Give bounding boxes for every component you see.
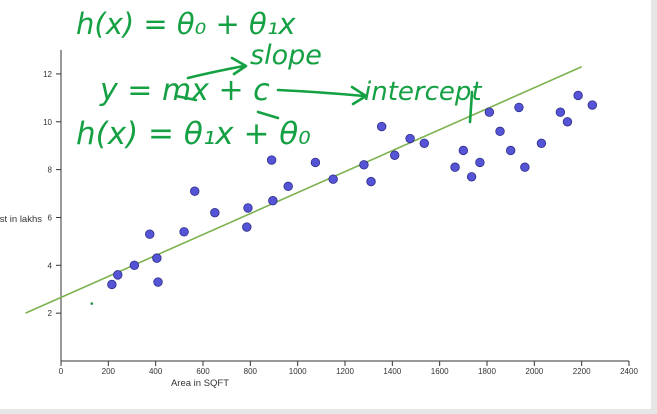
data-point xyxy=(283,181,293,192)
data-point xyxy=(153,277,163,287)
data-point xyxy=(328,174,338,184)
data-point xyxy=(419,138,429,149)
data-point xyxy=(466,172,477,182)
y-axis-label: Cost in lakhs xyxy=(0,214,42,225)
annotation-intercept: intercept xyxy=(364,77,482,107)
y-tick-label: 6 xyxy=(48,213,53,222)
data-point xyxy=(458,145,469,156)
handwritten-annotations: h(x) = θ₀ + θ₁x y = mx + c slope interce… xyxy=(76,7,482,152)
data-point xyxy=(376,121,387,132)
data-point xyxy=(555,107,566,117)
x-tick-label: 2200 xyxy=(573,367,591,376)
x-tick-label: 1600 xyxy=(431,367,449,376)
data-point xyxy=(505,145,516,156)
data-point xyxy=(573,90,583,101)
data-point xyxy=(107,279,117,290)
data-point xyxy=(536,138,547,149)
y-tick-label: 4 xyxy=(48,261,53,270)
x-tick-label: 1200 xyxy=(336,367,354,376)
axis-ticks: 0 200 400 600 800 1000 1200 1400 1600 1800 2000 220… xyxy=(43,70,638,376)
data-point xyxy=(475,157,485,168)
intercept-arrow xyxy=(276,85,368,106)
data-point xyxy=(190,186,200,196)
data-point xyxy=(587,100,598,110)
data-point xyxy=(390,150,400,160)
x-tick-label: 2000 xyxy=(525,367,543,376)
data-point xyxy=(366,176,376,187)
data-point xyxy=(495,126,505,137)
data-point xyxy=(562,117,573,127)
annotation-line-equation: y = mx + c xyxy=(99,73,270,108)
intercept-tick-mark xyxy=(468,90,474,124)
x-tick-label: 200 xyxy=(102,367,116,376)
data-point xyxy=(152,253,162,263)
data-point xyxy=(210,207,220,218)
window-edge-bottom xyxy=(0,409,657,414)
data-point xyxy=(266,155,277,165)
data-points xyxy=(90,90,598,305)
annotation-hypothesis: h(x) = θ₀ + θ₁x xyxy=(76,7,296,41)
annotation-slope: slope xyxy=(250,40,322,71)
x-tick-label: 1400 xyxy=(383,367,401,376)
x-tick-label: 600 xyxy=(196,367,210,376)
stray-point xyxy=(90,302,94,305)
strike-through-mark xyxy=(174,94,280,120)
data-point xyxy=(359,160,369,170)
x-tick-label: 400 xyxy=(149,367,163,376)
data-point xyxy=(179,227,189,237)
window-edge-right xyxy=(651,0,657,414)
data-point xyxy=(242,222,252,232)
x-tick-label: 1000 xyxy=(289,367,307,376)
y-tick-label: 12 xyxy=(43,70,52,79)
data-point xyxy=(520,162,530,172)
data-point xyxy=(243,203,253,213)
data-point xyxy=(484,107,495,117)
data-point xyxy=(405,133,415,144)
data-point xyxy=(113,270,123,280)
data-point xyxy=(129,260,140,271)
data-point xyxy=(268,196,278,206)
slope-arrow xyxy=(186,56,248,80)
x-tick-label: 0 xyxy=(59,367,64,376)
data-point xyxy=(310,157,321,168)
x-tick-label: 2400 xyxy=(620,367,638,376)
x-tick-label: 800 xyxy=(244,367,258,376)
x-tick-label: 1800 xyxy=(478,367,496,376)
y-tick-label: 10 xyxy=(43,118,52,127)
data-point xyxy=(145,229,155,239)
annotation-hypothesis-swapped: h(x) = θ₁x + θ₀ xyxy=(76,116,311,152)
y-tick-label: 2 xyxy=(48,309,53,318)
y-tick-label: 8 xyxy=(48,166,53,175)
x-axis-label: Area in SQFT xyxy=(171,378,229,389)
data-point xyxy=(514,102,524,113)
data-point xyxy=(450,162,460,172)
